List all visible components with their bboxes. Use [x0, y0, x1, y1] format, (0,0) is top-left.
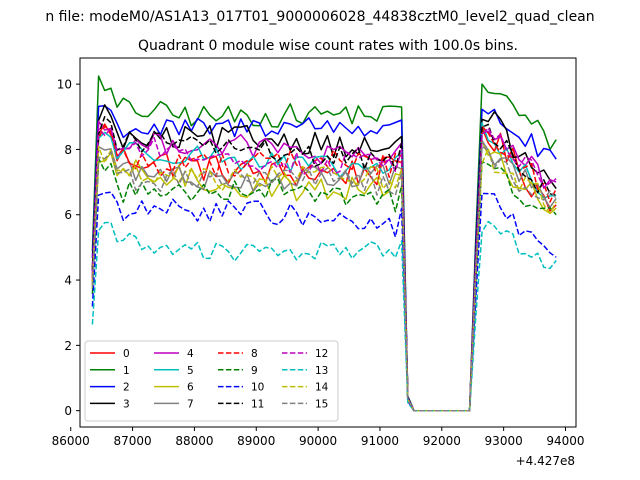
y-tick-label: 6	[64, 208, 72, 222]
chart-title: Quadrant 0 module wise count rates with …	[138, 38, 518, 54]
y-tick-label: 2	[64, 339, 72, 353]
legend-label-3: 3	[123, 398, 130, 410]
y-tick-label: 4	[64, 274, 72, 288]
x-tick-label: 92000	[423, 434, 461, 448]
legend-label-8: 8	[251, 348, 258, 360]
x-tick-label: 93000	[485, 434, 523, 448]
legend-label-11: 11	[251, 398, 264, 410]
legend-label-0: 0	[123, 348, 130, 360]
y-tick-label: 10	[57, 78, 72, 92]
x-tick-label: 90000	[299, 434, 337, 448]
legend-label-12: 12	[315, 348, 328, 360]
legend-label-5: 5	[187, 365, 194, 377]
legend-label-13: 13	[315, 365, 328, 377]
legend-box	[84, 340, 339, 422]
x-offset-text: +4.427e8	[516, 454, 575, 468]
legend-label-10: 10	[251, 382, 264, 394]
x-tick-label: 87000	[113, 434, 151, 448]
x-tick-label: 94000	[546, 434, 584, 448]
series-line-14	[91, 145, 557, 412]
series-line-10	[91, 191, 557, 412]
figure-suptitle: n file: modeM0/AS1A13_017T01_9000006028_…	[45, 9, 594, 25]
legend-label-9: 9	[251, 365, 258, 377]
y-tick-label: 8	[64, 143, 72, 157]
legend-label-2: 2	[123, 382, 130, 394]
x-tick-label: 88000	[175, 434, 213, 448]
series-line-13	[91, 220, 557, 412]
legend-label-7: 7	[187, 398, 194, 410]
legend-label-1: 1	[123, 365, 130, 377]
series-line-1	[91, 75, 557, 412]
legend-label-6: 6	[187, 382, 194, 394]
legend-label-15: 15	[315, 398, 328, 410]
legend-label-4: 4	[187, 348, 194, 360]
x-tick-label: 91000	[361, 434, 399, 448]
y-tick-label: 0	[64, 404, 72, 418]
axes: 86000 87000 88000 89000 90000 91000 92000 93000…	[52, 57, 585, 448]
x-tick-label: 86000	[52, 434, 90, 448]
series-layer	[91, 75, 557, 412]
x-tick-label: 89000	[237, 434, 275, 448]
legend-label-14: 14	[315, 382, 329, 394]
series-line-15	[91, 145, 557, 412]
plot-frame	[79, 57, 577, 428]
